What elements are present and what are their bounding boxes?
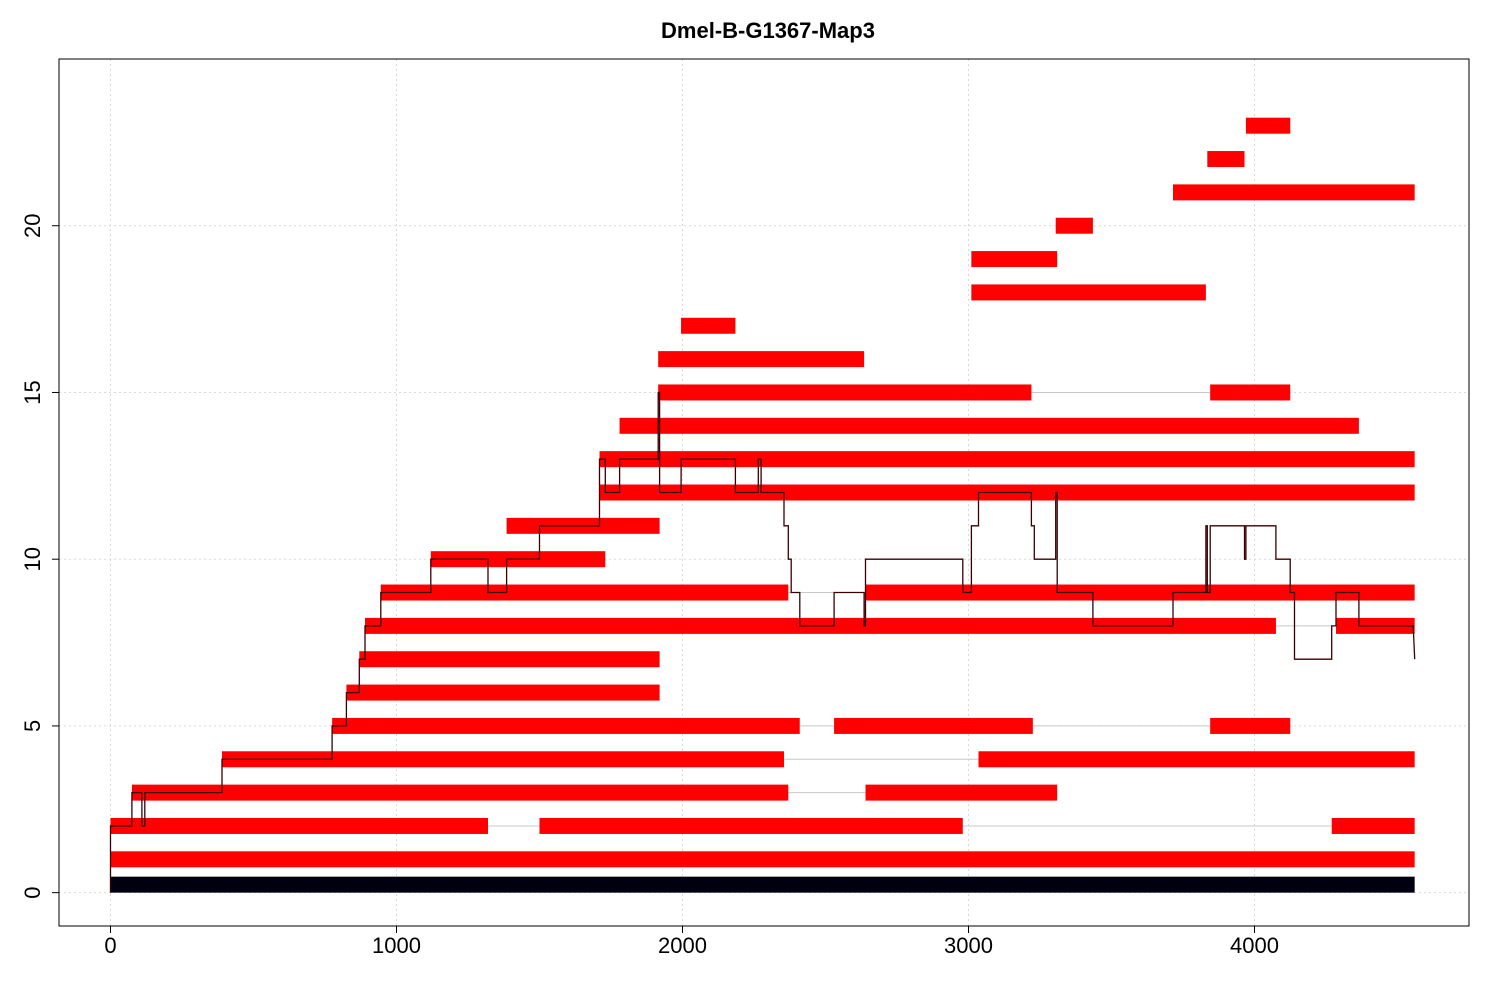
axes: 0 1000 2000 3000 4000 0 5 10 15 20 — [20, 213, 1279, 958]
y-tick-label: 5 — [20, 720, 45, 732]
segment-bar — [346, 684, 660, 701]
segment-bar — [658, 384, 1032, 401]
reference-bar — [110, 876, 1415, 893]
segment-bar — [834, 717, 1033, 734]
segment-bar — [1245, 117, 1291, 134]
segment-bar — [222, 751, 785, 768]
segment-bar — [971, 251, 1058, 268]
x-tick-label: 0 — [104, 933, 116, 958]
y-tick-label: 20 — [20, 213, 45, 237]
segment-bar — [1055, 217, 1093, 234]
x-tick-label: 3000 — [944, 933, 993, 958]
chart-title: Dmel-B-G1367-Map3 — [661, 18, 875, 43]
segment-bar — [1331, 817, 1415, 834]
x-tick-label: 1000 — [372, 933, 421, 958]
segment-bar — [380, 584, 789, 601]
segment-bar — [131, 784, 789, 801]
coverage-line — [109, 391, 1416, 893]
x-tick-label: 4000 — [1230, 933, 1279, 958]
x-tick-label: 2000 — [658, 933, 707, 958]
segment-bar — [978, 751, 1415, 768]
y-tick-label: 0 — [20, 887, 45, 899]
segment-bar — [110, 851, 1415, 868]
segment-bar — [1210, 717, 1291, 734]
segment-bar — [1210, 384, 1291, 401]
segment-bar — [971, 284, 1206, 301]
segments — [110, 117, 1415, 893]
segment-bar — [658, 351, 865, 368]
segment-bar — [681, 317, 736, 334]
segment-bar — [332, 717, 800, 734]
segment-bar — [619, 417, 1359, 434]
segment-bar — [110, 817, 489, 834]
y-tick-label: 15 — [20, 380, 45, 404]
segment-bar — [865, 784, 1058, 801]
segment-bar — [539, 817, 963, 834]
plot-frame — [58, 58, 1470, 927]
segment-bar — [1207, 151, 1245, 168]
y-tick-label: 10 — [20, 547, 45, 571]
segment-bar — [359, 651, 660, 668]
segment-bar — [865, 584, 1415, 601]
segment-bar — [599, 451, 1415, 468]
segment-bar — [1172, 184, 1415, 201]
coverage-layer — [109, 391, 1416, 893]
